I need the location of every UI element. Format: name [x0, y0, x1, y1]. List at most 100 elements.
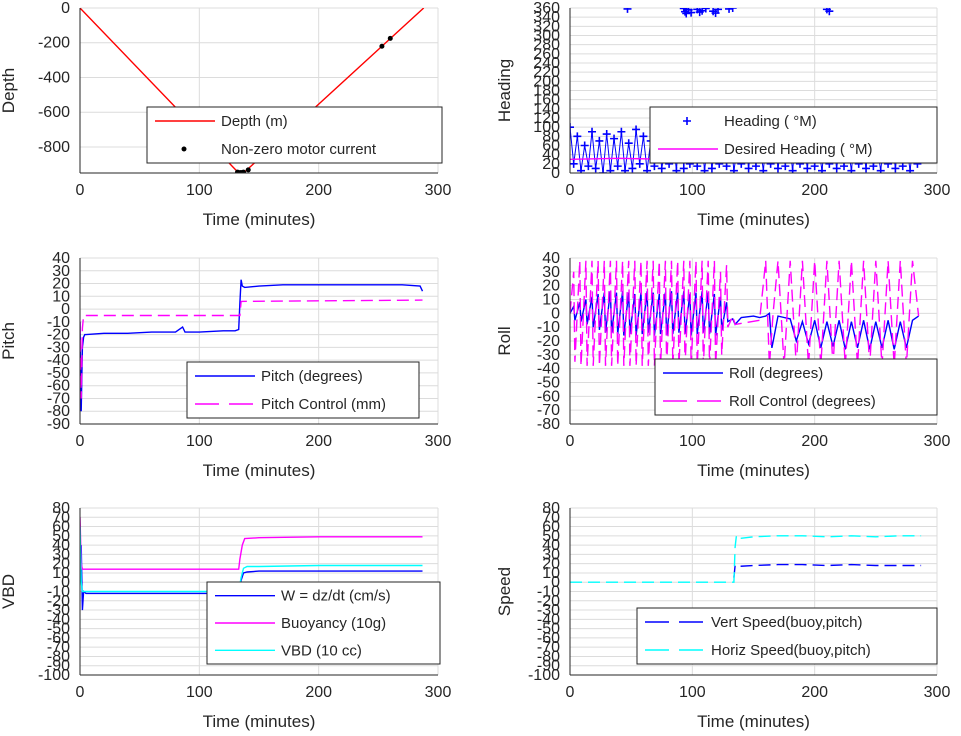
vbd-ytick-label-10: -20 — [47, 593, 70, 610]
speed-xtick-label-3: 300 — [924, 684, 951, 701]
heading-series-0-point-0 — [570, 123, 574, 132]
vbd-ytick-label-7: 10 — [52, 565, 70, 582]
speed-ytick-label-4: 40 — [542, 537, 560, 554]
speed-legend: Vert Speed(buoy,pitch) Horiz Speed(buoy,p… — [636, 607, 938, 665]
speed-ytick-label-8: 0 — [551, 574, 560, 591]
pitch-xtick-label-3: 300 — [425, 433, 452, 450]
depth-series-1-point-6 — [379, 43, 385, 49]
speed-ytick-label-11: -30 — [537, 602, 560, 619]
heading-ytick-label-17: 340 — [533, 9, 560, 26]
heading-ytick-label-18: 360 — [533, 0, 560, 17]
vbd-xtick-label-0: 0 — [76, 684, 85, 701]
pitch-ytick-label-2: 20 — [52, 276, 70, 293]
vbd-xtick-label-1: 100 — [186, 684, 213, 701]
vbd-ytick-label-6: 20 — [52, 556, 70, 573]
pitch-ytick-label-8: -40 — [47, 352, 70, 369]
heading-legend-label-1: Desired Heading ( °M) — [724, 141, 873, 158]
vbd-xtick-label-3: 300 — [425, 684, 452, 701]
pitch-ytick-label-4: 0 — [61, 301, 70, 318]
heading-legend-marker-0 — [683, 117, 691, 125]
roll-xlabel: Time (minutes) — [697, 461, 810, 480]
vbd-ytick-label-5: 30 — [52, 546, 70, 563]
vbd-ytick-label-12: -40 — [47, 611, 70, 628]
heading-xtick-label-3: 300 — [924, 182, 951, 199]
depth-xtick-label-0: 0 — [76, 182, 85, 199]
speed-legend-label-1: Horiz Speed(buoy,pitch) — [711, 642, 871, 659]
heading-ytick-label-5: 100 — [533, 119, 560, 136]
speed-ytick-label-6: 20 — [542, 556, 560, 573]
heading-ytick-label-2: 40 — [542, 147, 560, 164]
vbd-ytick-label-1: 70 — [52, 509, 70, 526]
speed-data — [570, 534, 922, 583]
roll-ytick-label-10: -60 — [537, 388, 560, 405]
vbd-xtick-label-2: 200 — [305, 684, 332, 701]
speed-ytick-label-18: -100 — [528, 667, 560, 684]
heading-series-1-point-14 — [728, 8, 737, 12]
vbd-xlabel: Time (minutes) — [203, 712, 316, 731]
pitch-chart: 0 100 200 300403020100-10-20-30-40-50-60-70… — [0, 250, 451, 480]
roll-xtick-label-2: 200 — [801, 433, 828, 450]
depth-legend-label-1: Non-zero motor current — [221, 141, 377, 158]
pitch-ytick-label-11: -70 — [47, 390, 70, 407]
heading-ytick-label-14: 280 — [533, 37, 560, 54]
heading-xtick-label-1: 100 — [679, 182, 706, 199]
heading-xtick-label-0: 0 — [566, 182, 575, 199]
heading-ytick-label-4: 80 — [542, 128, 560, 145]
vbd-ytick-label-11: -30 — [47, 602, 70, 619]
roll-xtick-label-0: 0 — [566, 433, 575, 450]
pitch-xtick-label-1: 100 — [186, 433, 213, 450]
speed-ytick-label-15: -70 — [537, 639, 560, 656]
speed-ytick-label-5: 30 — [542, 546, 560, 563]
pitch-legend-label-0: Pitch (degrees) — [261, 368, 363, 385]
speed-ytick-label-9: -10 — [537, 584, 560, 601]
heading-ytick-label-9: 180 — [533, 83, 560, 100]
pitch-series-0-line — [80, 279, 424, 412]
roll-data — [570, 260, 920, 366]
speed-ytick-label-17: -90 — [537, 658, 560, 675]
pitch-ylabel: Pitch — [0, 322, 18, 360]
heading-series-1-point-9 — [701, 8, 710, 13]
vbd-ytick-label-16: -80 — [47, 648, 70, 665]
vbd-ytick-label-9: -10 — [47, 584, 70, 601]
depth-legend: Depth (m) Non-zero motor current — [146, 106, 443, 164]
speed-xtick-label-1: 100 — [679, 684, 706, 701]
speed-legend-label-0: Vert Speed(buoy,pitch) — [711, 614, 862, 631]
vbd-legend-label-0: W = dz/dt (cm/s) — [281, 588, 391, 605]
vbd-ytick-label-13: -50 — [47, 621, 70, 638]
vbd-legend-label-1: Buoyancy (10g) — [281, 615, 386, 632]
roll-legend-label-0: Roll (degrees) — [729, 365, 823, 382]
speed-ytick-label-12: -40 — [537, 611, 560, 628]
speed-ytick-label-3: 50 — [542, 528, 560, 545]
roll-ytick-label-2: 20 — [542, 278, 560, 295]
roll-xtick-label-1: 100 — [679, 433, 706, 450]
vbd-ylabel: VBD — [0, 574, 18, 609]
depth-ytick-label-1: -200 — [38, 35, 70, 52]
speed-ytick-label-10: -20 — [537, 593, 560, 610]
vbd-chart: 0 100 200 30080706050403020100-10-20-30-40-… — [0, 500, 451, 731]
speed-ytick-label-2: 60 — [542, 519, 560, 536]
heading-ytick-label-16: 320 — [533, 18, 560, 35]
vbd-ytick-label-8: 0 — [61, 574, 70, 591]
depth-series-1-point-4 — [240, 169, 246, 173]
heading-legend-box — [649, 106, 938, 164]
speed-series-0-line — [733, 563, 922, 578]
speed-ytick-label-14: -60 — [537, 630, 560, 647]
speed-ylabel: Speed — [495, 567, 514, 616]
roll-ytick-label-5: -10 — [537, 319, 560, 336]
roll-series-1-line — [570, 260, 920, 366]
pitch-ytick-label-5: -10 — [47, 314, 70, 331]
heading-ytick-label-13: 260 — [533, 46, 560, 63]
depth-xtick-label-2: 200 — [305, 182, 332, 199]
pitch-ytick-label-6: -20 — [47, 327, 70, 344]
speed-series-1-line — [570, 534, 922, 583]
roll-ytick-label-0: 40 — [542, 250, 560, 267]
depth-series-1-point-7 — [387, 35, 393, 41]
depth-series-1-point-5 — [245, 167, 251, 173]
pitch-xtick-label-0: 0 — [76, 433, 85, 450]
heading-series-1-point-5 — [687, 8, 696, 17]
roll-legend-label-1: Roll Control (degrees) — [729, 393, 876, 410]
pitch-ytick-label-10: -60 — [47, 378, 70, 395]
heading-ytick-label-6: 120 — [533, 110, 560, 127]
vbd-legend-label-2: VBD (10 cc) — [281, 642, 362, 659]
